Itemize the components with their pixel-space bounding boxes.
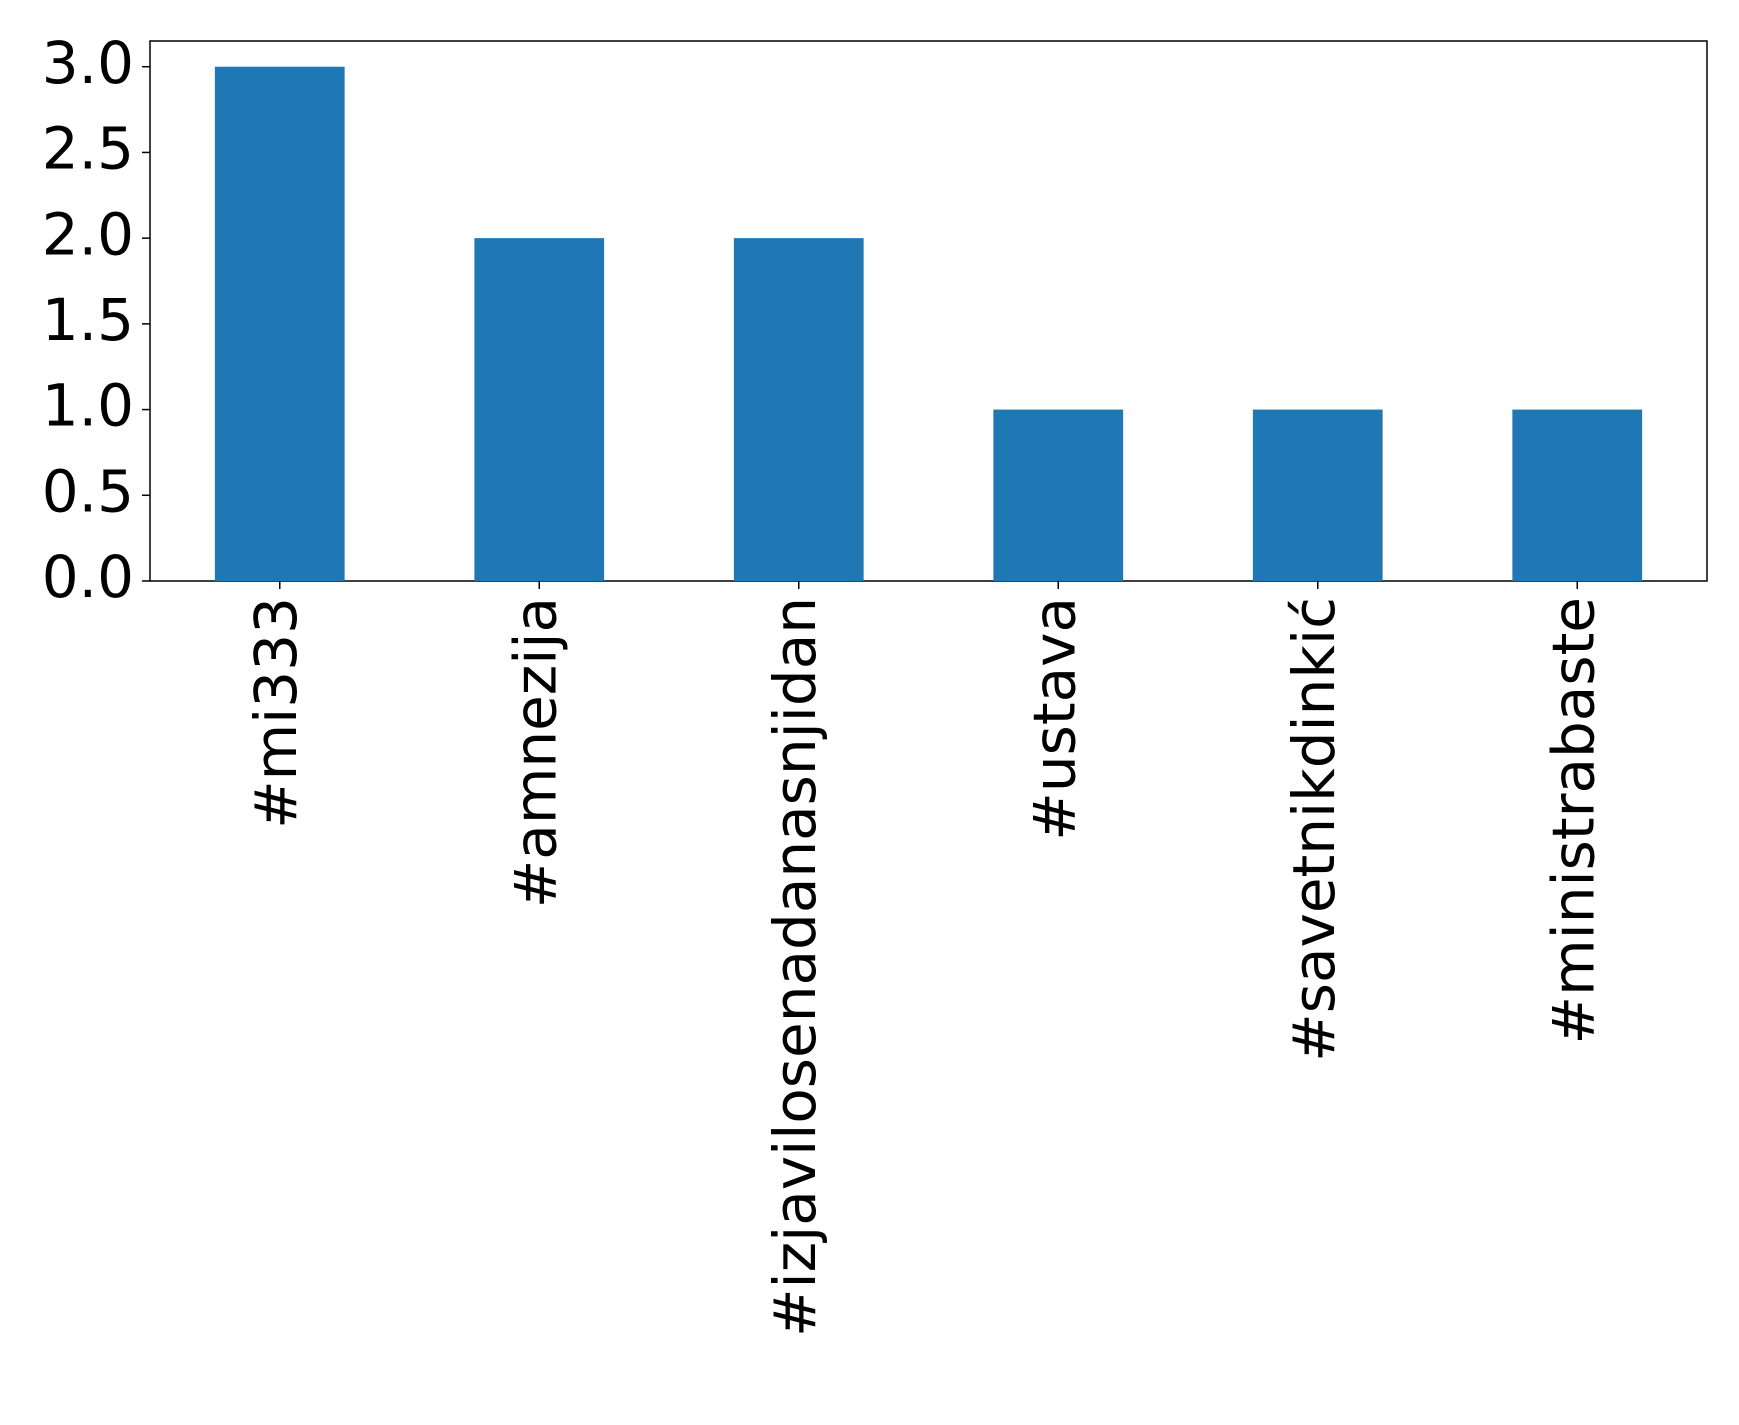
- bar: [993, 409, 1124, 581]
- x-tick-label: #ministrabaste: [1539, 597, 1607, 1044]
- y-tick-label: 1.5: [42, 286, 134, 354]
- x-tick-label: #izjavilosenadanasnjidan: [761, 597, 829, 1337]
- bar: [214, 66, 345, 581]
- y-tick-label: 1.0: [42, 372, 134, 440]
- bar: [1252, 409, 1383, 581]
- bar: [733, 238, 864, 581]
- bar: [1512, 409, 1643, 581]
- x-tick-label: #amnezija: [501, 597, 569, 908]
- x-tick-label: #ustava: [1020, 597, 1088, 841]
- y-tick-label: 0.5: [42, 457, 134, 525]
- x-tick-label: #savetnikdinkić: [1280, 597, 1348, 1062]
- y-tick-label: 0.0: [42, 543, 134, 611]
- y-tick-label: 3.0: [42, 29, 134, 97]
- y-tick-label: 2.0: [42, 200, 134, 268]
- x-tick-label: #mi333: [242, 597, 310, 829]
- y-tick-label: 2.5: [42, 115, 134, 183]
- plot-frame: [149, 40, 1708, 582]
- bar: [474, 238, 605, 581]
